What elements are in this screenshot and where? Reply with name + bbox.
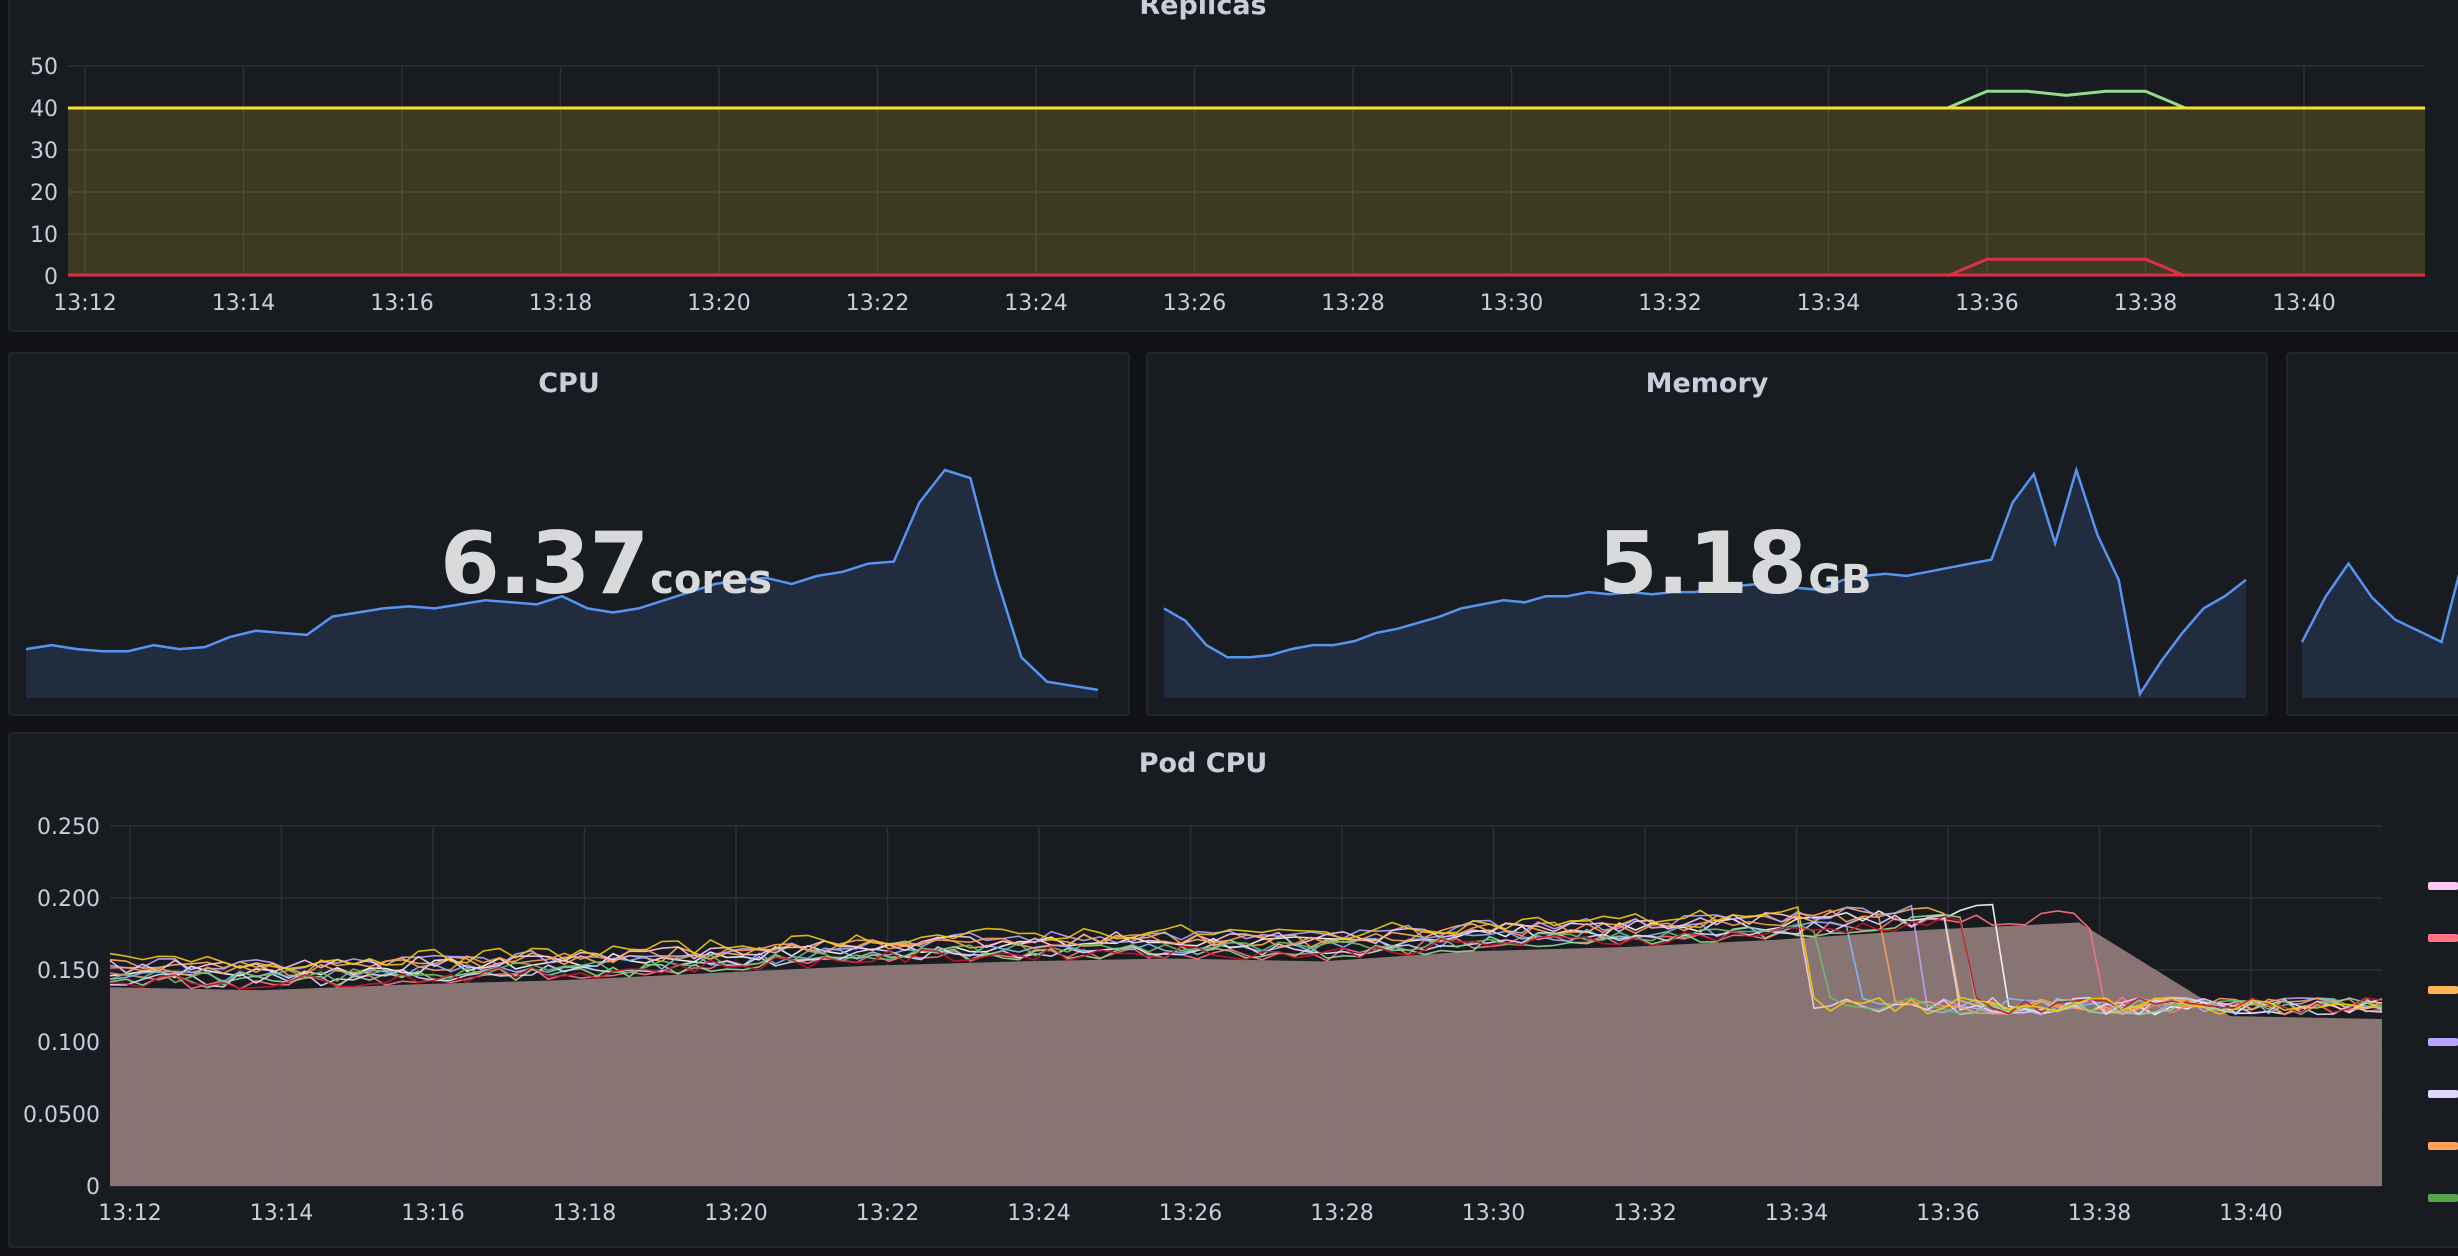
x-tick-label: 13:22 xyxy=(856,1201,919,1226)
panel-title: Memory xyxy=(1645,368,1769,399)
legend-swatch[interactable] xyxy=(2428,1090,2458,1098)
x-tick-label: 13:20 xyxy=(687,291,750,316)
y-tick-label: 20 xyxy=(30,181,58,206)
y-tick-label: 0 xyxy=(86,1175,100,1200)
x-tick-label: 13:16 xyxy=(401,1201,464,1226)
series-line xyxy=(1946,89,2186,110)
x-tick-label: 13:38 xyxy=(2114,291,2177,316)
stat-unit: GB xyxy=(1808,557,1872,603)
replicas-panel: Replicas 0 10 20 30 40 50 13:12 13:14 13:16 13:18… xyxy=(8,0,2458,332)
x-tick-label: 13:34 xyxy=(1797,291,1860,316)
third-sparkline xyxy=(2300,561,2458,698)
y-tick-label: 0.0500 xyxy=(23,1103,100,1128)
x-tick-label: 13:16 xyxy=(370,291,433,316)
x-tick-label: 13:26 xyxy=(1163,291,1226,316)
pod-series-line xyxy=(109,905,2383,1016)
legend-swatch[interactable] xyxy=(2428,1038,2458,1046)
y-tick-label: 0 xyxy=(44,265,58,290)
pod-series-line xyxy=(109,909,2383,1015)
sparkline-line xyxy=(25,468,1099,692)
legend-swatch[interactable] xyxy=(2428,1194,2458,1202)
x-tick-label: 13:40 xyxy=(2219,1201,2282,1226)
series-line xyxy=(1946,257,2186,278)
pod-series-line xyxy=(109,923,2383,1016)
replicas-chart[interactable]: 0 10 20 30 40 50 13:12 13:14 13:16 13:18 13:20 13:2… xyxy=(10,0,2458,332)
x-tick-label: 13:30 xyxy=(1462,1201,1525,1226)
legend-swatch[interactable] xyxy=(2428,934,2458,942)
sparkline-line xyxy=(1163,465,2247,698)
pod-cpu-area xyxy=(110,922,2382,1186)
y-tick-label: 50 xyxy=(30,55,58,80)
x-tick-label: 13:32 xyxy=(1638,291,1701,316)
panel-title: CPU xyxy=(538,368,600,399)
pod-cpu-chart[interactable]: 0 0.0500 0.100 0.150 0.200 0.250 13:12 13:14 13:… xyxy=(10,734,2458,1248)
x-tick-label: 13:14 xyxy=(250,1201,313,1226)
cpu-sparkline xyxy=(25,468,1099,698)
sparkline-line xyxy=(2300,561,2458,644)
x-tick-label: 13:24 xyxy=(1004,291,1067,316)
stat-unit: cores xyxy=(650,557,773,603)
x-tick-label: 13:28 xyxy=(1321,291,1384,316)
sparkline-area xyxy=(1164,470,2246,698)
pod-series-line xyxy=(109,921,2383,1016)
x-tick-label: 13:18 xyxy=(529,291,592,316)
x-tick-label: 13:20 xyxy=(704,1201,767,1226)
y-tick-label: 0.100 xyxy=(37,1031,100,1056)
panel-title: Pod CPU xyxy=(1138,748,1268,779)
x-tick-label: 13:18 xyxy=(553,1201,616,1226)
stat-number: 5.18 xyxy=(1598,514,1807,614)
legend-swatch[interactable] xyxy=(2428,986,2458,994)
pod-series-line xyxy=(109,910,2383,1016)
memory-panel: Memory 5.18GB xyxy=(1146,352,2268,716)
x-tick-label: 13:36 xyxy=(1916,1201,1979,1226)
cpu-stat-value: 6.37cores xyxy=(440,514,772,614)
third-stat-panel xyxy=(2286,352,2458,716)
legend-swatch[interactable] xyxy=(2428,882,2458,890)
x-tick-label: 13:14 xyxy=(212,291,275,316)
x-tick-label: 13:38 xyxy=(2068,1201,2131,1226)
x-tick-label: 13:32 xyxy=(1613,1201,1676,1226)
y-tick-label: 10 xyxy=(30,223,58,248)
sparkline-area xyxy=(26,470,1098,698)
y-tick-label: 0.150 xyxy=(37,959,100,984)
x-tick-label: 13:34 xyxy=(1765,1201,1828,1226)
pod-series-line xyxy=(109,915,2383,1015)
y-tick-label: 0.250 xyxy=(37,815,100,840)
x-tick-label: 13:36 xyxy=(1955,291,2018,316)
yellow-area xyxy=(68,108,2425,276)
legend-swatch[interactable] xyxy=(2428,1142,2458,1150)
pod-cpu-panel: Pod CPU 0 0.0500 0.100 0.150 0.200 0.250 13:12… xyxy=(8,732,2458,1248)
stat-number: 6.37 xyxy=(440,514,649,614)
memory-stat-value: 5.18GB xyxy=(1598,514,1872,614)
y-tick-label: 0.200 xyxy=(37,887,100,912)
x-tick-label: 13:40 xyxy=(2272,291,2335,316)
x-tick-label: 13:12 xyxy=(98,1201,161,1226)
memory-sparkline xyxy=(1163,465,2247,698)
x-tick-label: 13:24 xyxy=(1007,1201,1070,1226)
x-tick-label: 13:12 xyxy=(53,291,116,316)
panel-title: Replicas xyxy=(1139,0,1267,21)
y-tick-label: 30 xyxy=(30,139,58,164)
cpu-panel: CPU 6.37cores xyxy=(8,352,1130,716)
pod-series-line xyxy=(109,911,2383,1016)
sparkline-area xyxy=(2302,563,2458,698)
x-tick-label: 13:26 xyxy=(1159,1201,1222,1226)
x-tick-label: 13:30 xyxy=(1480,291,1543,316)
x-tick-label: 13:28 xyxy=(1310,1201,1373,1226)
y-tick-label: 40 xyxy=(30,97,58,122)
x-tick-label: 13:22 xyxy=(846,291,909,316)
